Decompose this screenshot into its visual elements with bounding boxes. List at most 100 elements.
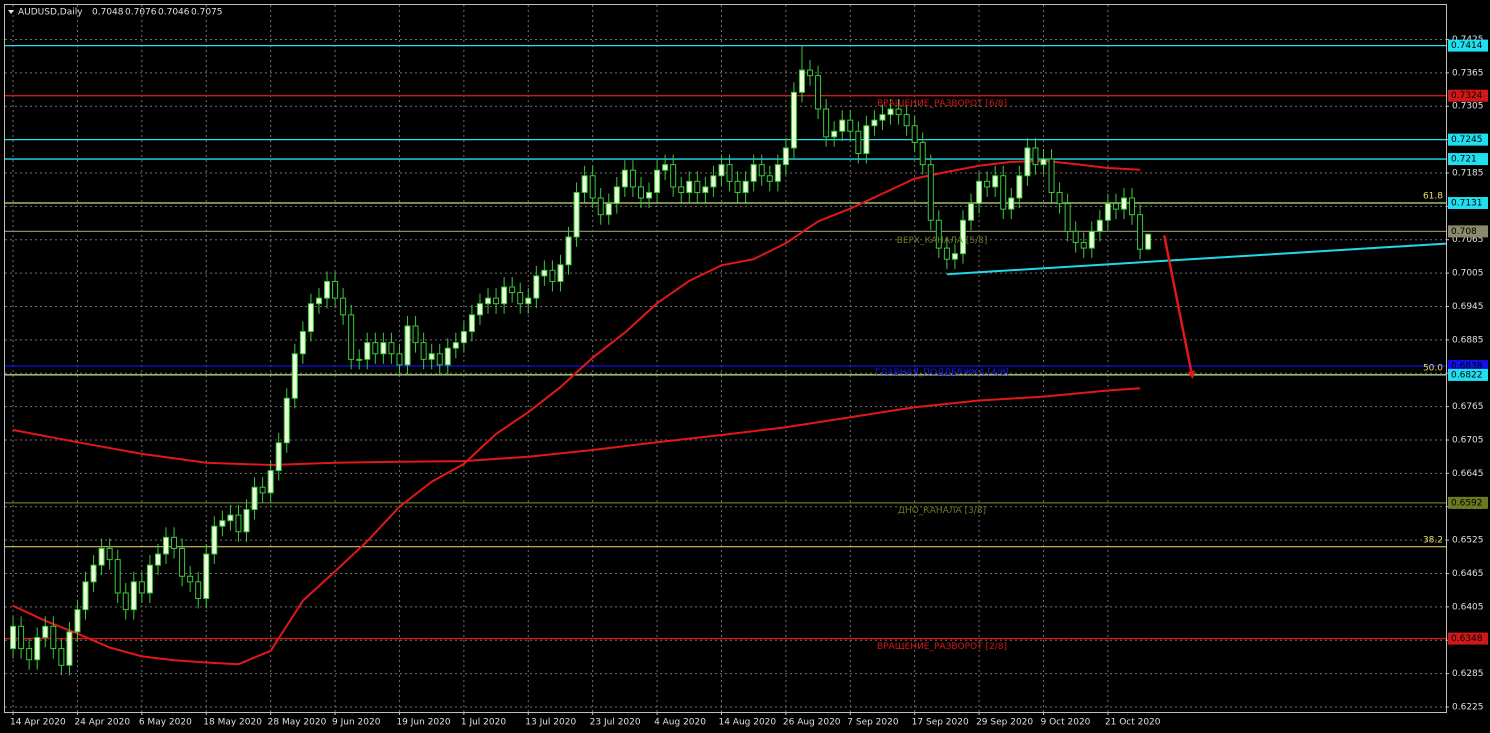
candle-body bbox=[452, 342, 459, 349]
candle-body bbox=[992, 175, 999, 188]
candle-body bbox=[476, 303, 483, 316]
candle-body bbox=[420, 342, 427, 360]
y-tick-label: 0.6525 bbox=[1452, 536, 1484, 546]
x-tick-label: 24 Apr 2020 bbox=[74, 718, 130, 728]
candle-body bbox=[404, 325, 411, 366]
x-tick-label: 9 Oct 2020 bbox=[1040, 718, 1090, 728]
y-tick-label: 0.7365 bbox=[1452, 68, 1484, 78]
candle-body bbox=[565, 236, 572, 266]
candle-body bbox=[1064, 203, 1071, 232]
murrey-label: ВРАЩЕНИЕ_РАЗВОРОТ [6/8] bbox=[877, 99, 1007, 109]
candle-body bbox=[340, 297, 347, 316]
candle-body bbox=[541, 269, 548, 277]
candle-body bbox=[315, 297, 322, 305]
candle-body bbox=[718, 164, 725, 177]
candle-body bbox=[243, 509, 250, 533]
candle-body bbox=[171, 536, 178, 549]
menu-arrow[interactable] bbox=[8, 10, 14, 14]
candle-body bbox=[943, 247, 950, 260]
candle-body bbox=[887, 108, 894, 116]
candle-body bbox=[935, 219, 942, 249]
x-tick-label: 9 Jun 2020 bbox=[332, 718, 381, 728]
level-tag bbox=[1448, 225, 1488, 238]
candle-body bbox=[734, 180, 741, 193]
candle-body bbox=[460, 331, 467, 344]
candles-layer bbox=[10, 45, 1152, 676]
level-tag-label: 0.721 bbox=[1451, 155, 1477, 165]
x-tick-label: 17 Sep 2020 bbox=[912, 718, 969, 728]
candle-body bbox=[790, 91, 797, 149]
y-tick-label: 0.6405 bbox=[1452, 602, 1484, 612]
level-tag-label: 0.7414 bbox=[1451, 41, 1483, 51]
candle-body bbox=[525, 297, 532, 305]
level-tag bbox=[1448, 39, 1488, 52]
candle-body bbox=[356, 358, 363, 361]
candle-body bbox=[1032, 147, 1039, 166]
candle-body bbox=[18, 625, 25, 650]
candle-body bbox=[927, 164, 934, 221]
candle-body bbox=[621, 169, 628, 188]
candle-body bbox=[839, 119, 846, 132]
candle-body bbox=[670, 164, 677, 188]
quote-low: 0.7046 bbox=[158, 8, 190, 18]
candle-body bbox=[291, 353, 298, 399]
candle-body bbox=[436, 353, 443, 366]
murrey-label: ГЛАВНАЯ_ПОДДЕРЖКА [4/8] bbox=[875, 368, 1009, 378]
candle-body bbox=[629, 169, 636, 188]
candle-body bbox=[195, 581, 202, 600]
candle-body bbox=[823, 108, 830, 138]
y-tick-label: 0.7185 bbox=[1452, 168, 1484, 178]
candle-body bbox=[847, 119, 854, 132]
candle-body bbox=[951, 253, 958, 260]
candle-body bbox=[211, 525, 218, 555]
candle-body bbox=[895, 108, 902, 116]
candle-body bbox=[1145, 233, 1152, 250]
candle-body bbox=[50, 625, 57, 650]
candle-body bbox=[694, 180, 701, 193]
candle-body bbox=[654, 169, 661, 193]
candle-body bbox=[74, 609, 81, 633]
level-tag bbox=[1448, 153, 1488, 166]
y-tick-label: 0.6765 bbox=[1452, 402, 1484, 412]
x-tick-label: 4 Aug 2020 bbox=[654, 718, 706, 728]
quote-high: 0.7076 bbox=[125, 8, 157, 18]
candle-body bbox=[66, 631, 73, 666]
candle-body bbox=[549, 269, 556, 282]
candle-body bbox=[742, 180, 749, 193]
plot-border bbox=[4, 4, 1447, 713]
candle-body bbox=[807, 69, 814, 77]
candle-body bbox=[702, 186, 709, 193]
levels-layer bbox=[5, 44, 1446, 640]
grid-layer bbox=[5, 5, 1449, 715]
y-tick-label: 0.6465 bbox=[1452, 569, 1484, 579]
candle-body bbox=[163, 536, 170, 555]
level-tag bbox=[1448, 368, 1488, 381]
candle-body bbox=[815, 75, 822, 110]
x-tick-label: 26 Aug 2020 bbox=[783, 718, 841, 728]
indicator-line bbox=[946, 242, 1447, 276]
candle-body bbox=[589, 175, 596, 199]
candle-body bbox=[98, 547, 105, 566]
fib-label: 38.2 bbox=[1423, 535, 1443, 545]
y-tick-label: 0.6885 bbox=[1452, 335, 1484, 345]
candle-body bbox=[235, 514, 242, 533]
x-tick-label: 21 Oct 2020 bbox=[1105, 718, 1161, 728]
candle-body bbox=[267, 470, 274, 494]
candle-body bbox=[219, 520, 226, 527]
murrey-label: ВРАЩЕНИЕ_РАЗВОРОТ [2/8] bbox=[877, 642, 1007, 652]
candle-body bbox=[855, 130, 862, 155]
candle-body bbox=[114, 559, 121, 594]
level-tag-label: 0.6838 bbox=[1451, 362, 1483, 372]
candle-body bbox=[485, 297, 492, 305]
y-tick-label: 0.7005 bbox=[1452, 269, 1484, 279]
y-tick-label: 0.7305 bbox=[1452, 102, 1484, 112]
y-tick-label: 0.6645 bbox=[1452, 469, 1484, 479]
quote-close: 0.7075 bbox=[191, 8, 223, 18]
candle-body bbox=[533, 275, 540, 299]
level-tag-label: 0.6822 bbox=[1451, 370, 1483, 380]
candle-body bbox=[501, 286, 508, 305]
candle-body bbox=[251, 486, 258, 511]
candle-body bbox=[1024, 147, 1031, 177]
candle-body bbox=[1088, 230, 1095, 249]
